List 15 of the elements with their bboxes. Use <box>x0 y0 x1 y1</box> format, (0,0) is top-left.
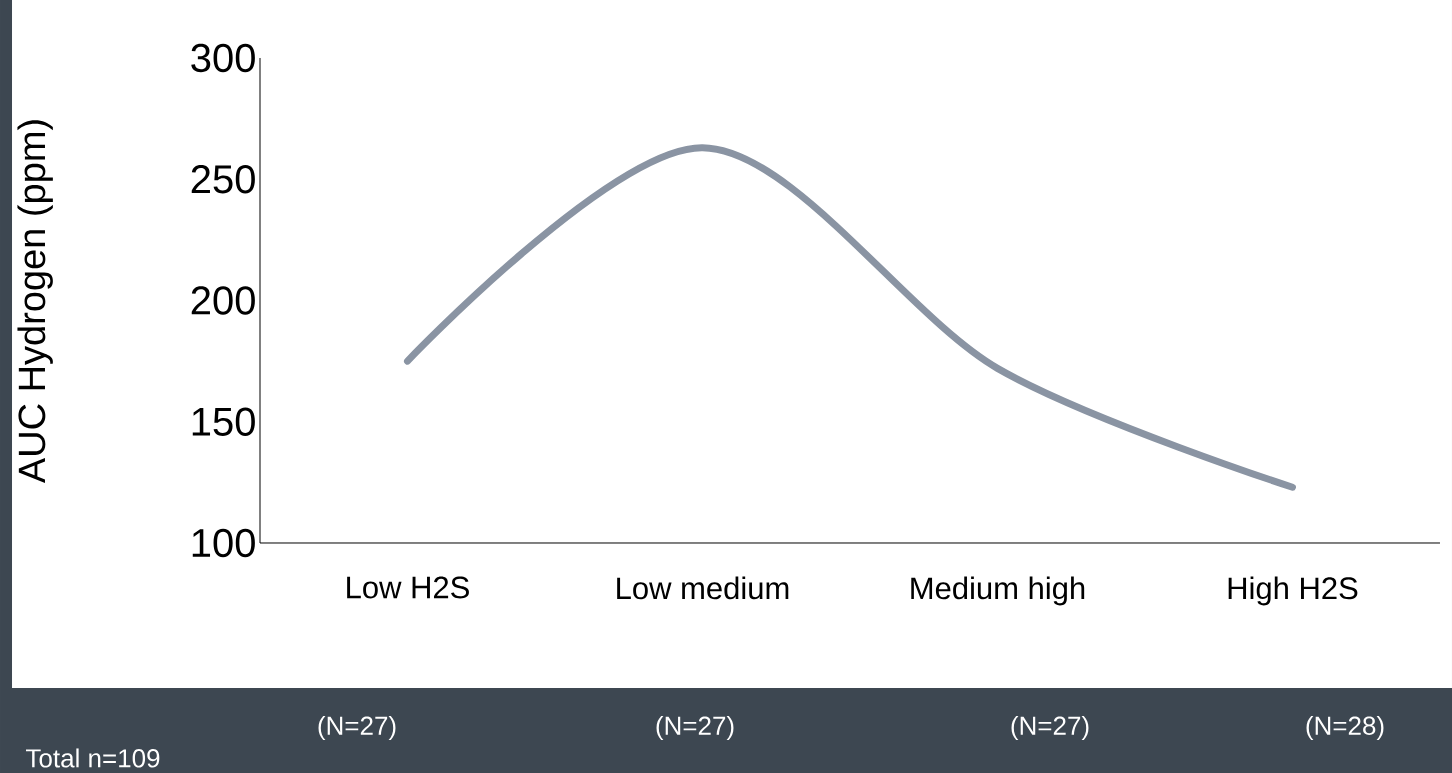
x-tick-label: Low medium <box>617 576 789 600</box>
x-tick-label: Low H2S <box>347 576 469 599</box>
text: (N=27) <box>318 715 396 741</box>
text: (N=27) <box>1011 715 1089 741</box>
x-tick-label: High H2S <box>1228 576 1358 606</box>
text: Total n=109 <box>26 748 160 768</box>
text: (N=28) <box>1306 715 1384 741</box>
x-tick-label: Medium high <box>911 576 1085 606</box>
y-tick-label: 200 <box>191 286 255 315</box>
y-axis-title: AUC Hydrogen (ppm) <box>17 120 53 484</box>
y-tick-label: 250 <box>191 165 255 194</box>
text: (N=27) <box>656 715 734 741</box>
y-tick-label: 100 <box>192 528 255 558</box>
y-tick-label: 300 <box>191 43 255 73</box>
y-tick-label: 150 <box>192 407 255 436</box>
